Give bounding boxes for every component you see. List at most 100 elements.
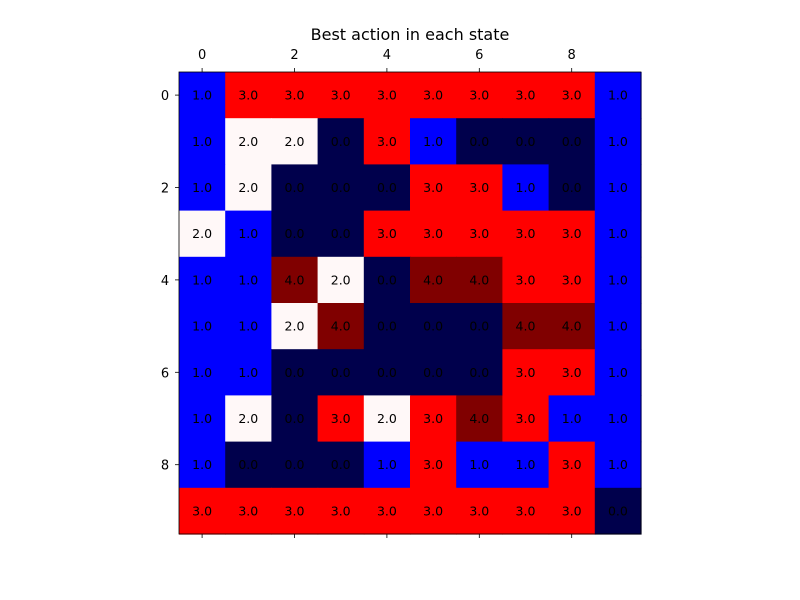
cell-value-label-r9-c3: 3.0 — [331, 503, 351, 518]
heatmap-cell-r2-c5 — [410, 164, 457, 212]
cell-value-label-r7-c7: 3.0 — [516, 411, 536, 426]
heatmap-cell-r9-c1 — [225, 487, 272, 535]
heatmap-cell-r6-c3 — [317, 349, 365, 396]
heatmap-cell-r1-c2 — [271, 118, 319, 165]
cell-value-label-r0-c3: 3.0 — [331, 88, 351, 103]
cell-value-label-r0-c6: 3.0 — [469, 88, 489, 103]
heatmap-cell-r3-c1 — [225, 210, 272, 258]
cell-value-label-r8-c3: 0.0 — [331, 457, 351, 472]
y-tick-label-8: 8 — [161, 459, 169, 474]
cell-value-label-r2-c9: 1.0 — [608, 180, 628, 195]
heatmap-cell-r0-c1 — [225, 72, 272, 119]
heatmap-cell-r7-c3 — [317, 395, 365, 443]
cell-value-label-r2-c5: 3.0 — [423, 180, 443, 195]
heatmap-cell-r7-c4 — [363, 395, 411, 443]
cell-value-label-r8-c0: 1.0 — [192, 457, 212, 472]
cell-value-label-r0-c1: 3.0 — [238, 88, 258, 103]
heatmap-cell-r1-c3 — [317, 118, 365, 165]
y-tick-label-4: 4 — [161, 274, 169, 289]
y-tick-label-0: 0 — [161, 89, 169, 104]
heatmap-cell-r4-c2 — [271, 256, 319, 304]
heatmap-cell-labels: 1.0 3.0 3.0 3.0 3.0 3.0 3.0 3.0 3.0 1.0 1.0 2.0 2.0 0… — [192, 88, 628, 519]
heatmap-cell-r2-c0 — [179, 164, 226, 212]
heatmap-cell-r7-c5 — [410, 395, 457, 443]
heatmap-cell-r1-c5 — [410, 118, 457, 165]
heatmap-cell-r3-c0 — [179, 210, 226, 258]
cell-value-label-r1-c7: 0.0 — [516, 134, 536, 149]
x-tick-label-4: 4 — [383, 48, 391, 63]
cell-value-label-r9-c5: 3.0 — [423, 503, 443, 518]
heatmap-cell-r9-c5 — [410, 487, 457, 535]
cell-value-label-r6-c2: 0.0 — [285, 365, 305, 380]
heatmap-cell-r6-c9 — [594, 349, 642, 396]
heatmap-cell-r2-c9 — [594, 164, 642, 212]
heatmap-cell-r6-c0 — [179, 349, 226, 396]
heatmap-cell-r1-c9 — [594, 118, 642, 165]
cell-value-label-r9-c2: 3.0 — [285, 503, 305, 518]
x-tick-label-6: 6 — [475, 48, 483, 63]
heatmap-cell-r4-c1 — [225, 256, 272, 304]
cell-value-label-r8-c2: 0.0 — [285, 457, 305, 472]
heatmap-cell-r7-c6 — [456, 395, 503, 443]
cell-value-label-r1-c0: 1.0 — [192, 134, 212, 149]
cell-value-label-r0-c2: 3.0 — [285, 88, 305, 103]
heatmap-cell-r5-c8 — [548, 303, 596, 350]
cell-value-label-r5-c7: 4.0 — [516, 319, 536, 334]
heatmap-cell-r3-c7 — [502, 210, 550, 258]
cell-value-label-r1-c9: 1.0 — [608, 134, 628, 149]
cell-value-label-r6-c3: 0.0 — [331, 365, 351, 380]
cell-value-label-r8-c4: 1.0 — [377, 457, 397, 472]
cell-value-label-r0-c4: 3.0 — [377, 88, 397, 103]
heatmap-cell-r6-c7 — [502, 349, 550, 396]
heatmap-cell-r3-c8 — [548, 210, 596, 258]
heatmap-cell-r0-c0 — [179, 72, 226, 119]
cell-value-label-r9-c1: 3.0 — [238, 503, 258, 518]
heatmap-cell-r1-c8 — [548, 118, 596, 165]
cell-value-label-r7-c5: 3.0 — [423, 411, 443, 426]
cell-value-label-r7-c3: 3.0 — [331, 411, 351, 426]
heatmap-cell-r9-c9 — [594, 487, 642, 535]
cell-value-label-r4-c8: 3.0 — [562, 272, 582, 287]
heatmap-cell-r9-c8 — [548, 487, 596, 535]
plot-frame — [178, 71, 642, 535]
cell-value-label-r5-c1: 1.0 — [238, 319, 258, 334]
heatmap-cell-r1-c1 — [225, 118, 272, 165]
heatmap-cell-r7-c2 — [271, 395, 319, 443]
heatmap-cell-r8-c9 — [594, 441, 642, 489]
heatmap-cell-r7-c1 — [225, 395, 272, 443]
heatmap-cell-r0-c4 — [363, 72, 411, 119]
cell-value-label-r3-c3: 0.0 — [331, 226, 351, 241]
cell-value-label-r2-c6: 3.0 — [469, 180, 489, 195]
y-tick-label-6: 6 — [161, 366, 169, 381]
heatmap-cell-r8-c4 — [363, 441, 411, 489]
heatmap-cell-r8-c8 — [548, 441, 596, 489]
cell-value-label-r8-c1: 0.0 — [238, 457, 258, 472]
heatmap-cell-r4-c8 — [548, 256, 596, 304]
cell-value-label-r8-c9: 1.0 — [608, 457, 628, 472]
cell-value-label-r7-c0: 1.0 — [192, 411, 212, 426]
cell-value-label-r5-c9: 1.0 — [608, 319, 628, 334]
heatmap-cell-r8-c7 — [502, 441, 550, 489]
heatmap-cell-r2-c1 — [225, 164, 272, 212]
cell-value-label-r4-c6: 4.0 — [469, 272, 489, 287]
cell-value-label-r6-c5: 0.0 — [423, 365, 443, 380]
x-tick-label-2: 2 — [290, 48, 298, 63]
cell-value-label-r4-c7: 3.0 — [516, 272, 536, 287]
cell-value-label-r9-c4: 3.0 — [377, 503, 397, 518]
cell-value-label-r7-c1: 2.0 — [238, 411, 258, 426]
cell-value-label-r9-c0: 3.0 — [192, 503, 212, 518]
heatmap-cell-r7-c9 — [594, 395, 642, 443]
cell-value-label-r8-c7: 1.0 — [516, 457, 536, 472]
heatmap-cell-r4-c7 — [502, 256, 550, 304]
heatmap-cells — [179, 72, 642, 535]
cell-value-label-r7-c4: 2.0 — [377, 411, 397, 426]
heatmap-cell-r3-c5 — [410, 210, 457, 258]
cell-value-label-r3-c2: 0.0 — [285, 226, 305, 241]
cell-value-label-r2-c8: 0.0 — [562, 180, 582, 195]
chart-title: Best action in each state — [311, 25, 510, 44]
cell-value-label-r7-c9: 1.0 — [608, 411, 628, 426]
cell-value-label-r3-c5: 3.0 — [423, 226, 443, 241]
heatmap-cell-r5-c3 — [317, 303, 365, 350]
heatmap-cell-r4-c5 — [410, 256, 457, 304]
heatmap-cell-r3-c2 — [271, 210, 319, 258]
